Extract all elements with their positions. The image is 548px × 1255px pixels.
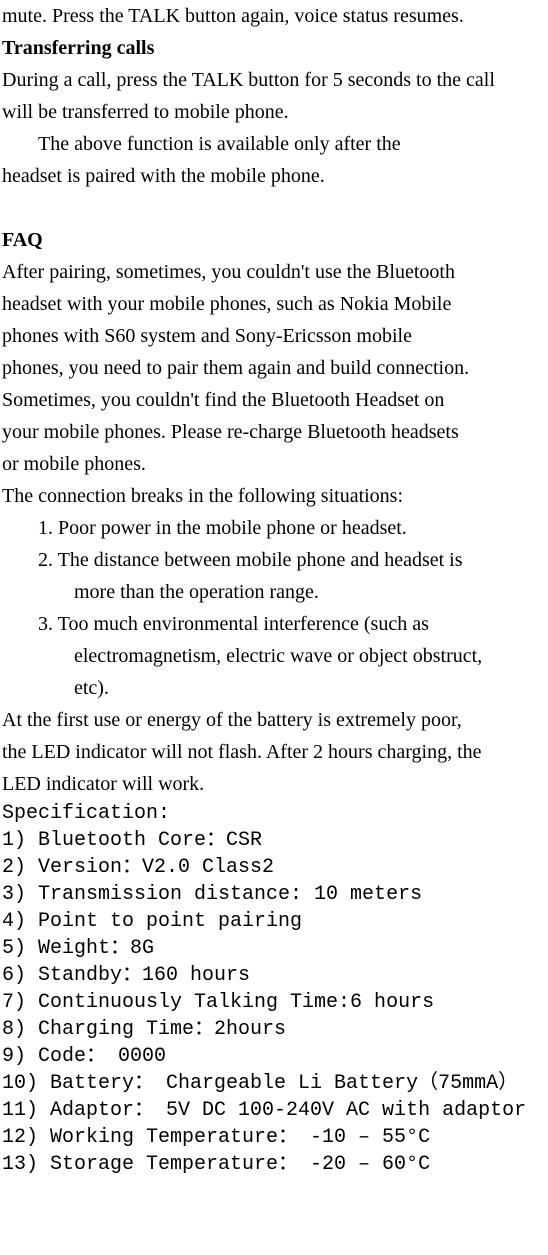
text-line: phones, you need to pair them again and … [2, 352, 546, 384]
text-line: 1. Poor power in the mobile phone or hea… [2, 512, 546, 544]
text-line: At the first use or energy of the batter… [2, 704, 546, 736]
text-line: The connection breaks in the following s… [2, 480, 546, 512]
text-line: 12) Working Temperature： -10 – 55°C [2, 1124, 546, 1151]
text-line: headset is paired with the mobile phone. [2, 160, 546, 192]
text-line: 2) Version：V2.0 Class2 [2, 854, 546, 881]
text-line: headset with your mobile phones, such as… [2, 288, 546, 320]
text-line: 4) Point to point pairing [2, 908, 546, 935]
text-line: 7) Continuously Talking Time:6 hours [2, 989, 546, 1016]
text-line: After pairing, sometimes, you couldn't u… [2, 256, 546, 288]
text-line: Sometimes, you couldn't find the Bluetoo… [2, 384, 546, 416]
document-page: mute. Press the TALK button again, voice… [0, 0, 548, 1188]
text-line: 1) Bluetooth Core：CSR [2, 827, 546, 854]
text-line: etc). [2, 672, 546, 704]
text-line: phones with S60 system and Sony-Ericsson… [2, 320, 546, 352]
text-line: 9) Code： 0000 [2, 1043, 546, 1070]
text-line: The above function is available only aft… [2, 128, 546, 160]
text-line: mute. Press the TALK button again, voice… [2, 0, 546, 32]
text-line: your mobile phones. Please re-charge Blu… [2, 416, 546, 448]
text-line: LED indicator will work. [2, 768, 546, 800]
text-line: FAQ [2, 224, 546, 256]
text-line: electromagnetism, electric wave or objec… [2, 640, 546, 672]
text-line [2, 192, 546, 224]
text-line: 6) Standby：160 hours [2, 962, 546, 989]
text-line: 2. The distance between mobile phone and… [2, 544, 546, 576]
text-line: will be transferred to mobile phone. [2, 96, 546, 128]
text-line: the LED indicator will not flash. After … [2, 736, 546, 768]
text-line: 13) Storage Temperature： -20 – 60°C [2, 1151, 546, 1178]
text-line: During a call, press the TALK button for… [2, 64, 546, 96]
text-line: Specification: [2, 800, 546, 827]
text-line: 3. Too much environmental interference (… [2, 608, 546, 640]
text-line: 5) Weight：8G [2, 935, 546, 962]
text-line: more than the operation range. [2, 576, 546, 608]
text-line: 10) Battery： Chargeable Li Battery（75mmA… [2, 1070, 546, 1097]
text-line: 3) Transmission distance: 10 meters [2, 881, 546, 908]
text-line: 8) Charging Time：2hours [2, 1016, 546, 1043]
text-line: Transferring calls [2, 32, 546, 64]
text-line: 11) Adaptor： 5V DC 100-240V AC with adap… [2, 1097, 546, 1124]
text-line: or mobile phones. [2, 448, 546, 480]
